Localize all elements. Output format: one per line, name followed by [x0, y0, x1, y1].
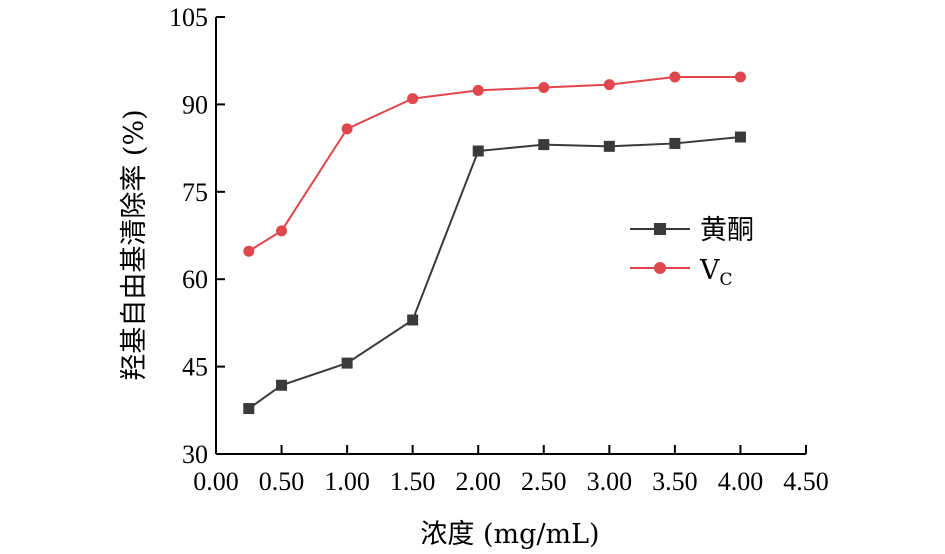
data-point-flavone [407, 314, 419, 326]
y-tick-label: 75 [182, 178, 208, 207]
data-point-flavone [276, 379, 288, 391]
legend-label-flavone: 黄酮 [700, 215, 754, 246]
legend-item-flavone: 黄酮 [630, 215, 754, 246]
data-point-vc [407, 93, 419, 105]
legend-label-vc-main: V [699, 255, 720, 286]
data-point-flavone [734, 131, 746, 143]
data-point-vc [734, 71, 746, 83]
data-point-flavone [603, 140, 615, 152]
y-axis-title: 羟基自由基清除率 (%) [119, 109, 150, 380]
x-tick-label: 2.50 [521, 467, 567, 496]
data-point-vc [243, 245, 255, 257]
data-point-flavone [243, 403, 255, 415]
data-point-flavone [472, 145, 484, 157]
plot-area: 30 45 60 75 90 105 0.00 0.50 1.00 1.50 2.00 2.50 3.… [169, 3, 829, 496]
data-point-vc [341, 123, 353, 135]
data-point-vc [538, 82, 550, 94]
y-tick-label: 90 [182, 90, 208, 119]
data-point-vc [669, 71, 681, 83]
y-tick-label: 30 [182, 440, 208, 469]
y-ticks: 30 45 60 75 90 105 [169, 3, 225, 469]
legend-label-vc: VC [699, 255, 733, 290]
data-point-flavone [669, 137, 681, 149]
y-tick-label: 60 [182, 265, 208, 294]
x-tick-label: 4.50 [783, 467, 829, 496]
series-layer [243, 71, 746, 415]
legend: 黄酮 VC [630, 215, 754, 290]
legend-marker-flavone [654, 223, 666, 235]
data-point-vc [603, 79, 615, 91]
data-point-flavone [538, 139, 550, 151]
series-line-vc [248, 76, 741, 253]
y-tick-label: 45 [182, 353, 208, 382]
x-tick-label: 2.00 [455, 467, 501, 496]
data-point-vc [472, 84, 484, 96]
series-line-flavone [248, 136, 741, 410]
x-tick-label: 3.00 [587, 467, 633, 496]
x-tick-label: 0.00 [193, 467, 239, 496]
data-point-vc [276, 225, 288, 237]
y-tick-label: 105 [169, 3, 208, 32]
x-ticks: 0.00 0.50 1.00 1.50 2.00 2.50 3.00 3.50 4.00 4.50 [193, 445, 829, 496]
legend-marker-vc [654, 262, 666, 274]
x-tick-label: 0.50 [259, 467, 305, 496]
x-tick-label: 4.00 [718, 467, 764, 496]
legend-label-vc-sub: C [720, 270, 733, 290]
x-tick-label: 3.50 [652, 467, 698, 496]
x-tick-label: 1.50 [390, 467, 436, 496]
x-tick-label: 1.00 [324, 467, 370, 496]
legend-item-vc: VC [630, 255, 733, 290]
data-point-flavone [341, 357, 353, 369]
x-axis-title: 浓度 (mg/mL) [420, 519, 599, 550]
